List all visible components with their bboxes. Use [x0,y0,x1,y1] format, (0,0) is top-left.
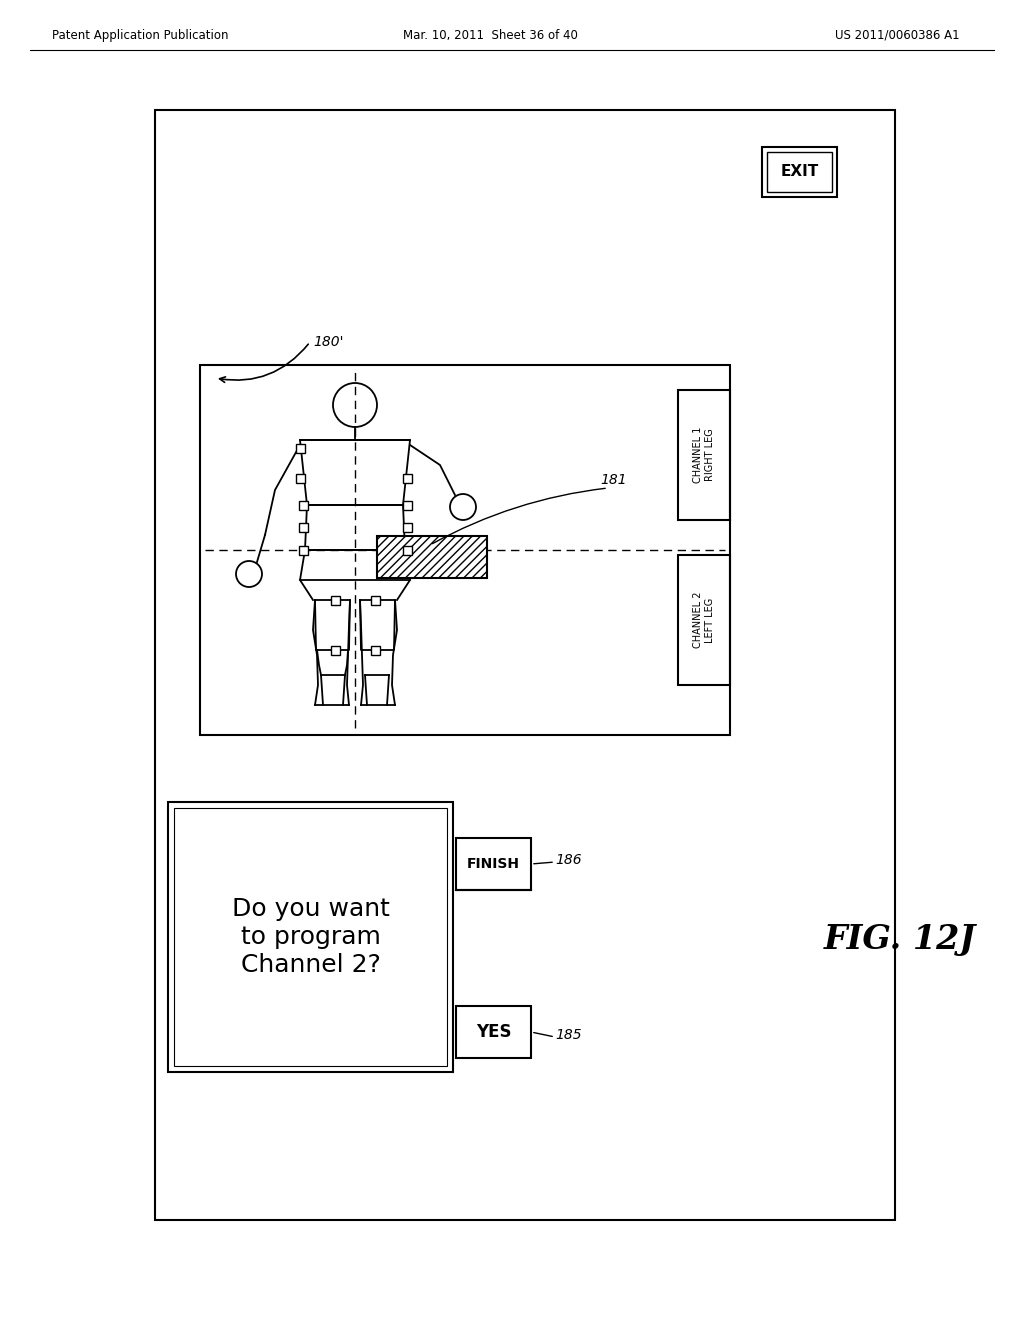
Bar [402,500,412,510]
Text: 181: 181 [600,473,627,487]
Bar [456,1006,531,1059]
Bar [200,366,730,735]
Bar [331,645,340,655]
Text: 186: 186 [555,853,582,867]
Bar [402,474,412,483]
Text: 180': 180' [313,335,343,348]
Bar [678,554,730,685]
Bar [155,110,895,1220]
Text: FINISH: FINISH [467,857,520,871]
Bar [174,808,447,1067]
Bar [371,595,380,605]
Text: YES: YES [476,1023,511,1041]
Bar [296,474,304,483]
Text: Do you want
to program
Channel 2?: Do you want to program Channel 2? [231,898,389,977]
Text: CHANNEL 1
RIGHT LEG: CHANNEL 1 RIGHT LEG [693,426,715,483]
Text: EXIT: EXIT [780,165,818,180]
Bar [331,595,340,605]
Bar [296,444,304,453]
Text: US 2011/0060386 A1: US 2011/0060386 A1 [836,29,961,41]
Bar [402,545,412,554]
Bar [168,803,453,1072]
Text: Patent Application Publication: Patent Application Publication [52,29,228,41]
Bar [762,147,837,197]
Text: Mar. 10, 2011  Sheet 36 of 40: Mar. 10, 2011 Sheet 36 of 40 [402,29,578,41]
Bar [402,523,412,532]
Text: 185: 185 [555,1028,582,1041]
Text: CHANNEL 2
LEFT LEG: CHANNEL 2 LEFT LEG [693,591,715,648]
Bar [371,645,380,655]
Bar [299,500,307,510]
Bar [377,536,487,578]
Bar [678,389,730,520]
Bar [299,545,307,554]
Bar [456,838,531,890]
Bar [767,152,831,191]
Bar [299,523,307,532]
Text: FIG. 12J: FIG. 12J [824,924,976,957]
